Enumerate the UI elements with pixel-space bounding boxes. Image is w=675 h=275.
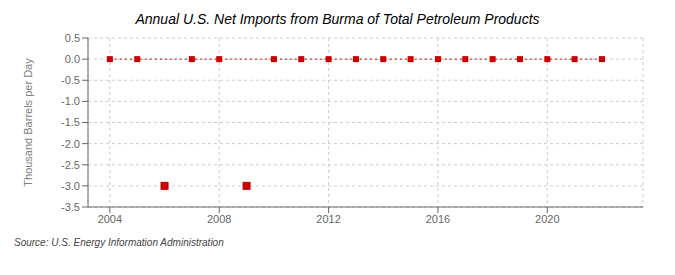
- svg-text:Thousand Barrels per Day: Thousand Barrels per Day: [22, 58, 34, 187]
- svg-text:2008: 2008: [207, 213, 231, 225]
- svg-text:-1.5: -1.5: [61, 116, 80, 128]
- svg-text:2016: 2016: [426, 213, 450, 225]
- svg-text:-2.0: -2.0: [61, 138, 80, 150]
- svg-text:-3.0: -3.0: [61, 180, 80, 192]
- svg-text:2004: 2004: [98, 213, 122, 225]
- svg-text:0.0: 0.0: [65, 53, 80, 65]
- html-text:Source: U.S. Energy Informatio: Source: U.S. Energy Information Administ…: [14, 237, 224, 248]
- html-text:Annual U.S. Net Imports from B: Annual U.S. Net Imports from Burma of To…: [135, 11, 540, 27]
- svg-text:-2.5: -2.5: [61, 159, 80, 171]
- svg-text:-3.5: -3.5: [61, 201, 80, 213]
- svg-text:2020: 2020: [535, 213, 559, 225]
- svg-text:0.5: 0.5: [65, 32, 80, 44]
- svg-text:2012: 2012: [316, 213, 340, 225]
- svg-text:-1.0: -1.0: [61, 95, 80, 107]
- svg-text:-0.5: -0.5: [61, 74, 80, 86]
